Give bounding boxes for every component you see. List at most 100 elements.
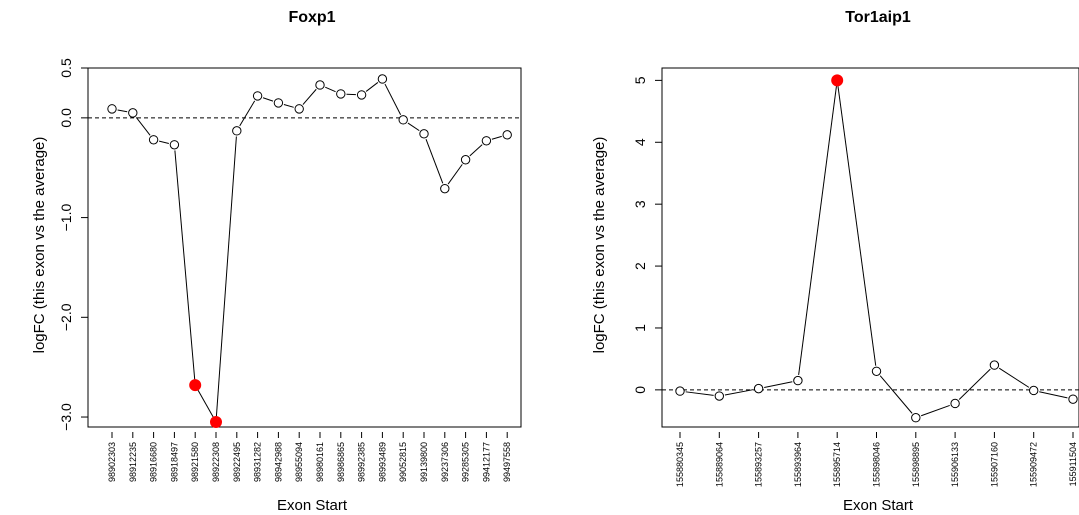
x-tick-label: 98921580	[190, 442, 200, 482]
x-tick-label: 155907160	[989, 442, 999, 487]
series-line-segment	[764, 381, 793, 388]
data-point	[419, 129, 429, 139]
series-line-segment	[491, 135, 502, 140]
chart-title: Tor1aip1	[845, 9, 911, 26]
series-line-segment	[365, 82, 379, 92]
y-tick-label: −1.0	[58, 204, 74, 232]
plot-frame	[87, 67, 522, 428]
data-point	[148, 135, 159, 145]
y-tick-label: 4	[632, 138, 648, 146]
highlighted-data-point	[189, 379, 202, 392]
data-point	[675, 386, 685, 396]
data-point	[989, 360, 1000, 370]
x-tick-label: 155893964	[793, 442, 803, 487]
x-tick-label: 98922495	[232, 442, 242, 482]
data-point	[1029, 385, 1039, 396]
series-line-segment	[283, 103, 294, 108]
plot-frame	[661, 67, 1079, 428]
data-point	[252, 91, 263, 101]
series-line-segment	[798, 85, 837, 375]
x-tick-label: 99285305	[461, 442, 471, 482]
panel-tor1aip1: Tor1aip1 logFC (this exon vs the average…	[591, 9, 1079, 514]
series-line-segment	[425, 138, 444, 184]
highlighted-data-point	[210, 416, 222, 429]
data-point	[107, 104, 117, 114]
y-tick-label: −3.0	[58, 403, 74, 431]
series-line-segment	[262, 97, 274, 102]
x-tick-label: 99052815	[398, 442, 408, 482]
x-axis-label: Exon Start	[277, 497, 348, 514]
x-tick-label: 155889064	[714, 442, 724, 487]
series-line-segment	[384, 83, 402, 116]
data-point	[294, 104, 304, 114]
x-tick-label: 98931282	[253, 442, 263, 482]
x-tick-label: 98955094	[294, 442, 304, 482]
data-point	[481, 136, 492, 146]
series-line-segment	[469, 144, 483, 157]
x-tick-label: 99237306	[440, 442, 450, 482]
series-line-segment	[117, 109, 128, 113]
series-line-segment	[447, 164, 463, 185]
y-tick-label: −2.0	[58, 303, 74, 331]
x-tick-label: 155898046	[872, 442, 882, 487]
data-point	[950, 398, 960, 409]
series-line-segment	[837, 85, 877, 366]
series-line-segment	[879, 375, 913, 414]
x-tick-label: 99412177	[481, 442, 491, 482]
data-point	[502, 130, 512, 140]
data-point	[440, 183, 450, 194]
x-tick-label: 155898895	[911, 442, 921, 487]
x-tick-label: 98918497	[169, 442, 179, 482]
data-point	[336, 89, 346, 99]
data-point	[315, 80, 325, 90]
data-point	[753, 383, 764, 394]
data-point	[871, 366, 882, 376]
x-tick-label: 155906133	[950, 442, 960, 487]
series-line-segment	[407, 122, 420, 132]
y-tick-label: 5	[632, 76, 648, 84]
series-line-segment	[920, 404, 950, 417]
highlighted-data-point	[831, 74, 844, 87]
data-point	[398, 115, 408, 125]
x-tick-label: 98992385	[357, 442, 367, 482]
x-tick-label: 98993489	[377, 442, 387, 482]
y-tick-label: 1	[632, 324, 648, 332]
data-point	[1068, 394, 1078, 404]
x-tick-label: 98980161	[315, 442, 325, 482]
y-tick-label: 0.5	[58, 58, 74, 78]
x-tick-label: 155895714	[832, 442, 842, 487]
x-tick-label: 155880345	[675, 442, 685, 487]
x-tick-label: 98902303	[107, 442, 117, 482]
x-tick-label: 98986865	[336, 442, 346, 482]
y-axis-label: logFC (this exon vs the average)	[31, 137, 48, 354]
data-point	[793, 375, 803, 386]
data-point	[356, 90, 367, 100]
series-line-segment	[998, 367, 1030, 388]
series-line-segment	[1039, 391, 1068, 399]
data-point	[128, 108, 138, 118]
x-tick-label: 155893257	[754, 442, 764, 487]
series-line-segment	[135, 117, 151, 136]
series-line-segment	[302, 88, 317, 105]
x-tick-label: 98942988	[273, 442, 283, 482]
series-line-segment	[325, 86, 336, 93]
data-point	[377, 74, 388, 84]
y-axis-label: logFC (this exon vs the average)	[591, 137, 608, 354]
chart-title: Foxp1	[288, 9, 335, 26]
series-line-segment	[215, 136, 237, 417]
panel-foxp1: Foxp1 logFC (this exon vs the average) E…	[31, 9, 522, 514]
series-line-segment	[174, 150, 196, 380]
series-line-segment	[239, 100, 256, 127]
x-tick-label: 99497558	[502, 442, 512, 482]
x-axis-label: Exon Start	[843, 497, 914, 514]
y-tick-label: 2	[632, 262, 648, 270]
series-line-segment	[685, 391, 714, 396]
data-point	[911, 413, 921, 423]
x-tick-label: 98922308	[211, 442, 221, 482]
data-point	[232, 126, 242, 136]
x-tick-label: 98912235	[128, 442, 138, 482]
x-tick-label: 155911504	[1068, 442, 1078, 486]
x-tick-label: 99139800	[419, 442, 429, 482]
x-tick-label: 98916680	[149, 442, 159, 482]
